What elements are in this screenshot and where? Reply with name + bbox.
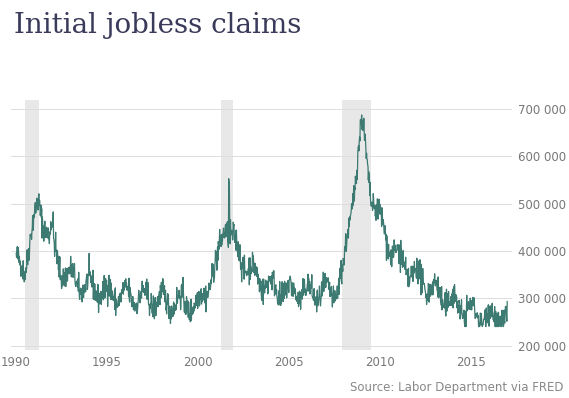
Text: Initial jobless claims: Initial jobless claims [14,12,302,39]
Text: Source: Labor Department via FRED: Source: Labor Department via FRED [350,381,563,394]
Bar [25,100,39,350]
Bar [342,100,371,350]
Bar [221,100,233,350]
